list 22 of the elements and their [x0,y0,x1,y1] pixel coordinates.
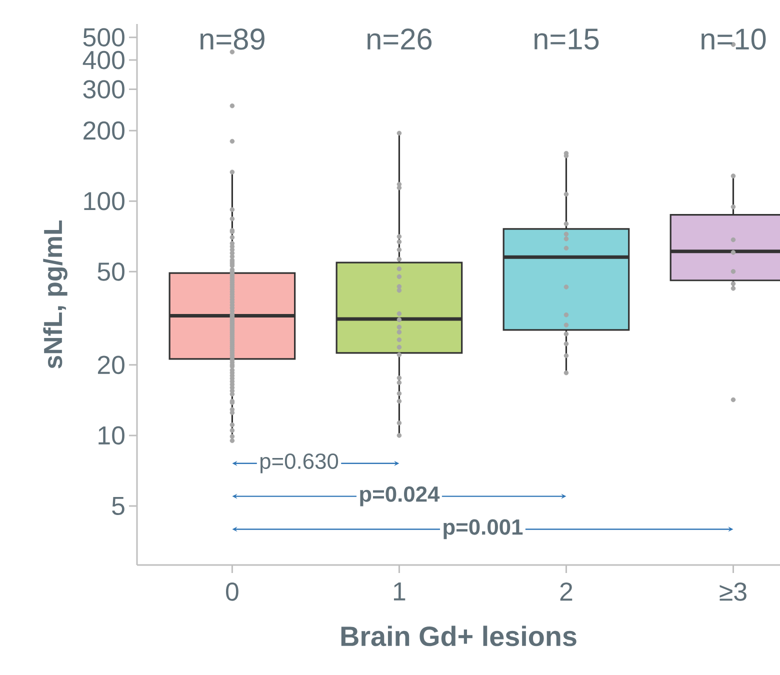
x-tick-label: 0 [226,582,238,601]
annotation: n=89 [200,28,264,50]
y-axis-title: sNfL, pg/mL [43,220,68,368]
x-tick-label: ≥3 [720,582,746,601]
y-tick-label: 20 [98,356,124,374]
y-tick-label: 300 [83,80,124,98]
y-tick-label: 5 [112,496,124,516]
annotation: p=0.001 [444,519,523,540]
annotation: n=10 [702,28,766,50]
y-tick-label: 50 [98,262,124,281]
y-tick-label: 400 [82,50,124,70]
annotation: p=0.630 [260,453,338,474]
x-tick-label: 2 [560,582,572,601]
annotation: n=26 [368,28,432,50]
annotation: n=15 [534,28,599,50]
y-tick-label: 10 [98,426,124,445]
y-tick-label: 500 [83,28,124,46]
annotation: p=0.024 [360,486,440,506]
x-tick-label: 1 [394,582,406,600]
x-axis-title: Brain Gd+ lesions [341,626,576,646]
y-tick-label: 100 [84,192,124,210]
y-tick-label: 200 [84,121,124,140]
